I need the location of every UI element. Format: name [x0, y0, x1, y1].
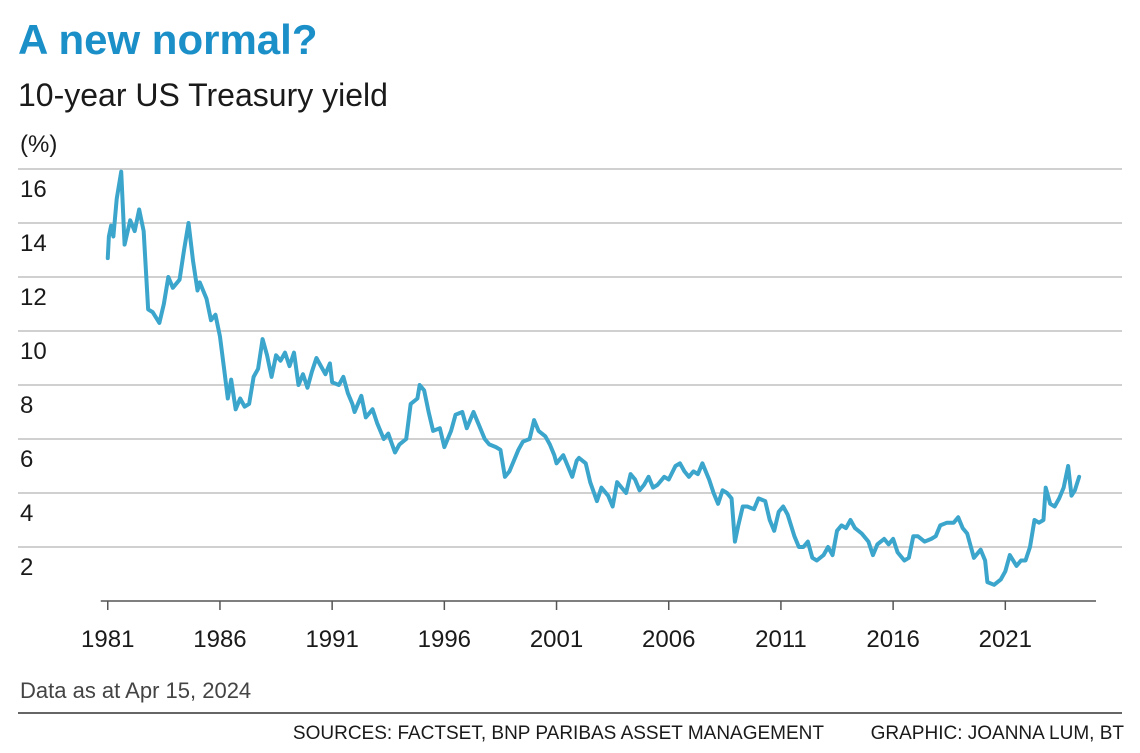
y-tick-label: 12 — [20, 284, 47, 311]
x-tick-label: 1996 — [418, 626, 471, 653]
note: Data as at Apr 15, 2024 — [20, 678, 251, 703]
y-tick-label: 4 — [20, 500, 33, 527]
x-tick-label: 2016 — [866, 626, 919, 653]
chart-title: A new normal? — [18, 16, 317, 63]
x-tick-label: 1981 — [81, 626, 134, 653]
y-tick-label: 16 — [20, 176, 47, 203]
y-tick-label: 10 — [20, 338, 47, 365]
y-tick-label: 14 — [20, 230, 47, 257]
y-tick-label: 8 — [20, 392, 33, 419]
x-tick-label: 2001 — [530, 626, 583, 653]
credit: GRAPHIC: JOANNA LUM, BT — [871, 723, 1125, 744]
x-tick-label: 2006 — [642, 626, 695, 653]
x-tick-label: 2011 — [755, 626, 807, 653]
y-tick-label: 6 — [20, 446, 33, 473]
x-tick-label: 2021 — [979, 626, 1032, 653]
yield-line — [105, 169, 1082, 587]
sources: SOURCES: FACTSET, BNP PARIBAS ASSET MANA… — [293, 723, 824, 744]
chart-subtitle: 10-year US Treasury yield — [18, 77, 388, 113]
y-tick-label: 2 — [20, 554, 33, 581]
y-axis-label: (%) — [20, 131, 57, 158]
x-tick-label: 1986 — [193, 626, 246, 653]
x-tick-label: 1991 — [305, 626, 358, 653]
